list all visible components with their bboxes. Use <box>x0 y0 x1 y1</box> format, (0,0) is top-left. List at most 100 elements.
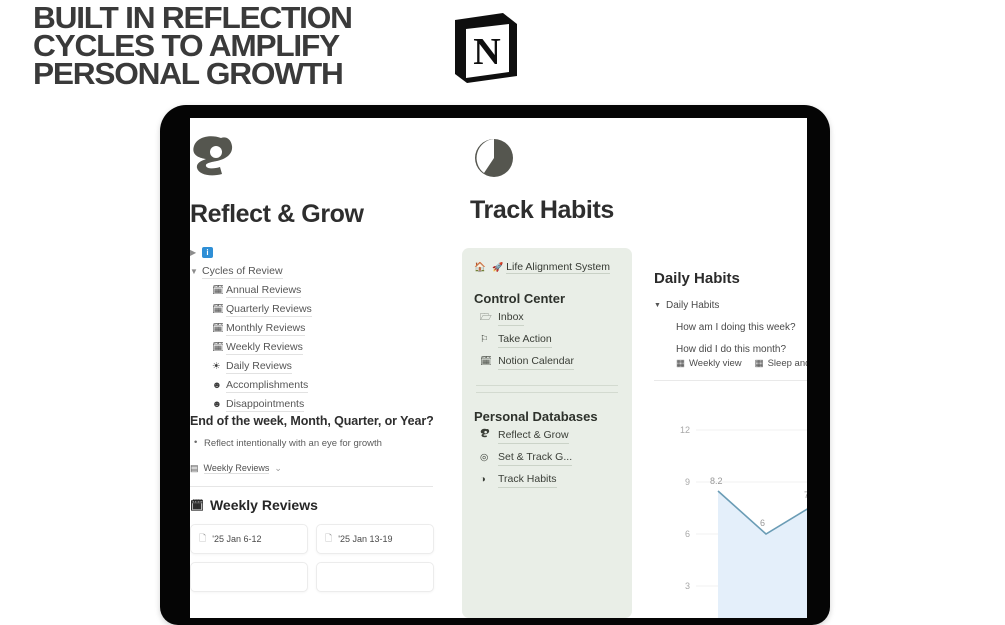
notion-logo: N <box>455 13 517 83</box>
linked-db-weekly-reviews[interactable]: ▤ Weekly Reviews ⌄ <box>190 463 282 474</box>
toc-label[interactable]: Quarterly Reviews <box>226 302 312 317</box>
toc-label[interactable]: Accomplishments <box>226 378 309 393</box>
sidebar-item-reflect-and-grow[interactable]: Reflect & Grow <box>462 425 632 447</box>
sidebar-item-label[interactable]: Inbox <box>498 310 524 326</box>
toc-label[interactable]: Cycles of Review <box>202 264 283 279</box>
smiley-icon: ☻ <box>212 380 222 391</box>
sun-icon: ☀ <box>212 361 221 372</box>
sidebar-item-notion-calendar[interactable]: 🗓 Notion Calendar <box>462 351 632 373</box>
toc-item-accomplishments[interactable]: ☻ Accomplishments <box>190 376 440 395</box>
left-bullet-text: Reflect intentionally with an eye for gr… <box>194 437 382 449</box>
sidebar-item-label[interactable]: Notion Calendar <box>498 354 574 370</box>
tab-label[interactable]: Sleep and <box>767 358 807 369</box>
toc-label[interactable]: Monthly Reviews <box>226 321 306 336</box>
tab-label[interactable]: Weekly view <box>688 358 742 369</box>
ladder-icon: ⚐ <box>480 334 489 345</box>
review-card-label: '25 Jan 6-12 <box>212 534 262 544</box>
review-card-label: '25 Jan 13-19 <box>338 534 393 544</box>
spiral-swirl-icon <box>480 428 492 443</box>
calendar-icon: 🗓 <box>212 323 225 334</box>
page-icon: 🗋 <box>199 533 207 543</box>
page-icon: 🗋 <box>325 533 333 543</box>
sidebar-item-take-action[interactable]: ⚐ Take Action <box>462 329 632 351</box>
page-title-track-habits: Track Habits <box>470 196 614 224</box>
toc-row-collapsed[interactable]: ▶ i <box>190 243 440 262</box>
sidebar-nav: 🏠 🚀 Life Alignment System Control Center… <box>462 248 632 618</box>
weekly-reviews-card-grid: 🗋 '25 Jan 6-12 🗋 '25 Jan 13-19 <box>190 524 435 592</box>
sidebar-item-label[interactable]: Set & Track G... <box>498 450 573 466</box>
chevron-down-icon[interactable]: ⌄ <box>274 463 282 473</box>
toc-row-week-question[interactable]: How am I doing this week? <box>654 316 807 338</box>
review-card[interactable]: 🗋 '25 Jan 13-19 <box>316 524 434 554</box>
target-icon: ◎ <box>480 452 489 463</box>
tab-weekly-view[interactable]: ▦ Weekly view <box>676 358 742 369</box>
calendar-db-icon: 🗓 <box>190 499 204 512</box>
right-toc: ▼ Daily Habits How am I doing this week?… <box>654 294 807 360</box>
toc-row-month-question[interactable]: How did I do this month? <box>654 338 807 360</box>
chevron-right-icon[interactable]: ▶ <box>190 247 197 257</box>
tablet-screen: Reflect & Grow ▶ i ▼ Cycles of Review 🗓 … <box>190 118 807 618</box>
database-view-tabs: ▦ Weekly view ▦ Sleep and <box>676 358 807 369</box>
calendar-icon: 🗓 <box>212 342 225 353</box>
point-label: 8.2 <box>710 476 723 486</box>
rocket-icon: 🚀 <box>492 262 504 272</box>
chart-point-labels: 8.2 6 7.7 <box>710 476 807 528</box>
chart-line <box>717 490 807 535</box>
tab-sleep-and[interactable]: ▦ Sleep and <box>755 358 807 369</box>
info-badge-icon: i <box>202 247 213 258</box>
headline-line-2: CYCLES TO AMPLIFY <box>33 28 340 63</box>
chart-y-axis-labels: 12 9 6 3 <box>680 425 690 591</box>
divider <box>190 486 433 487</box>
notion-logo-letter: N <box>473 31 500 73</box>
sidebar-item-label[interactable]: Reflect & Grow <box>498 428 569 444</box>
smiley-icon: ☻ <box>212 399 222 410</box>
review-card[interactable]: 🗋 '25 Jan 6-12 <box>190 524 308 554</box>
point-label: 7.7 <box>804 490 807 500</box>
chevron-down-icon[interactable]: ▼ <box>190 266 198 276</box>
toc-label[interactable]: How did I do this month? <box>676 343 787 355</box>
promo-headline: BUILT IN REFLECTION CYCLES TO AMPLIFY PE… <box>33 2 441 91</box>
calendar-icon: 🗓 <box>212 304 225 315</box>
sidebar-item-life-alignment-system[interactable]: 🏠 🚀 Life Alignment System <box>462 260 632 275</box>
sidebar-item-set-and-track-goals[interactable]: ◎ Set & Track G... <box>462 447 632 469</box>
reflect-and-grow-panel: Reflect & Grow ▶ i ▼ Cycles of Review 🗓 … <box>190 118 490 618</box>
page-title-reflect-grow: Reflect & Grow <box>190 200 364 228</box>
sidebar-item-inbox[interactable]: 🗁 Inbox <box>462 307 632 329</box>
headline-line-3: PERSONAL GROWTH <box>33 56 344 91</box>
toc-label[interactable]: Daily Habits <box>666 299 720 311</box>
toc-label[interactable]: How am I doing this week? <box>676 321 796 333</box>
sidebar-section-control-center: Control Center <box>474 291 565 306</box>
chart-area-fill <box>718 491 807 618</box>
toc-label[interactable]: Weekly Reviews <box>226 340 303 355</box>
review-card[interactable] <box>316 562 434 592</box>
spiral-swirl-icon <box>193 136 233 176</box>
divider <box>476 392 618 393</box>
tablet-device-frame: Reflect & Grow ▶ i ▼ Cycles of Review 🗓 … <box>160 105 830 625</box>
table-view-icon: ▦ <box>754 358 764 369</box>
review-card[interactable] <box>190 562 308 592</box>
sidebar-item-label[interactable]: Take Action <box>498 332 552 348</box>
linked-db-label[interactable]: Weekly Reviews <box>203 463 270 474</box>
y-tick-label: 6 <box>685 529 690 539</box>
toc-label[interactable]: Annual Reviews <box>226 283 302 298</box>
toc-item-weekly-reviews[interactable]: 🗓 Weekly Reviews <box>190 338 440 357</box>
divider <box>476 385 618 386</box>
gallery-view-icon: ▤ <box>190 463 199 473</box>
calendar-icon: 🗓 <box>212 285 225 296</box>
toc-row-daily-habits[interactable]: ▼ Daily Habits <box>654 294 807 316</box>
toc-item-annual-reviews[interactable]: 🗓 Annual Reviews <box>190 281 440 300</box>
sidebar-item-label[interactable]: Track Habits <box>498 472 557 488</box>
toc-label[interactable]: Daily Reviews <box>226 359 292 374</box>
table-view-icon: ▦ <box>676 358 685 369</box>
toc-item-quarterly-reviews[interactable]: 🗓 Quarterly Reviews <box>190 300 440 319</box>
toc-item-daily-reviews[interactable]: ☀ Daily Reviews <box>190 357 440 376</box>
toc-label[interactable]: Disappointments <box>226 397 305 412</box>
toc-item-disappointments[interactable]: ☻ Disappointments <box>190 395 440 414</box>
toc-row-cycles-of-review[interactable]: ▼ Cycles of Review <box>190 262 440 281</box>
sidebar-section-personal-databases: Personal Databases <box>474 409 598 424</box>
chart-svg: 12 9 6 3 8.2 6 7.7 <box>680 425 807 618</box>
sidebar-item-label[interactable]: Life Alignment System <box>506 261 611 274</box>
chevron-down-icon[interactable]: ▼ <box>654 301 661 309</box>
sidebar-item-track-habits[interactable]: ◑ Track Habits <box>462 469 632 491</box>
toc-item-monthly-reviews[interactable]: 🗓 Monthly Reviews <box>190 319 440 338</box>
